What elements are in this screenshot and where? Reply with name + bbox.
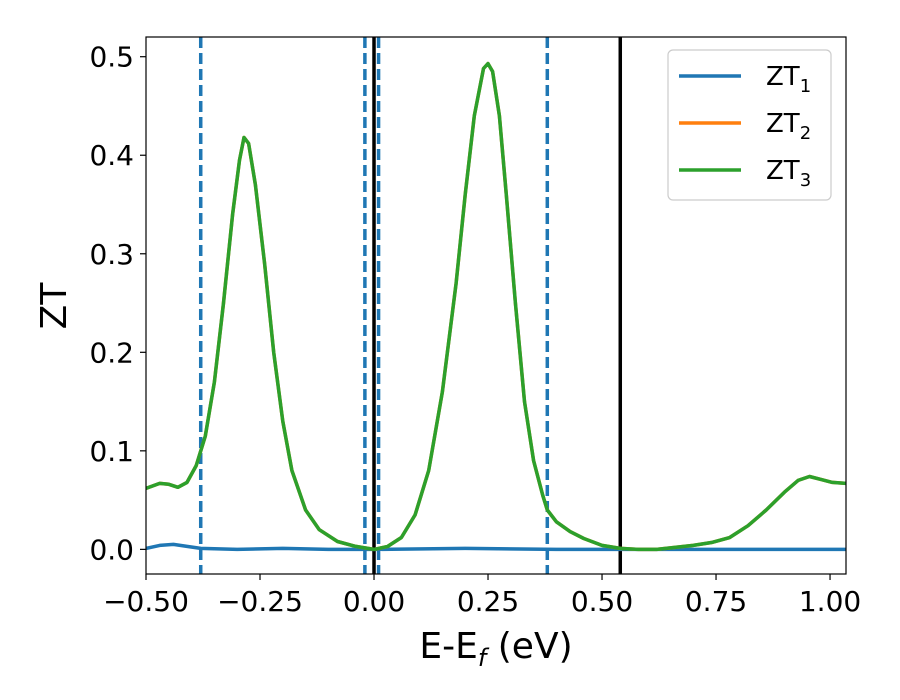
x-tick-label: 0.75 <box>685 585 747 618</box>
x-tick-label: 0.25 <box>457 585 519 618</box>
x-axis-label-main: E-E <box>419 626 477 667</box>
legend-box <box>667 49 832 201</box>
legend-label-zt3: ZT3 <box>766 156 811 191</box>
x-tick-label: −0.50 <box>103 585 189 618</box>
x-tick-label: −0.25 <box>217 585 303 618</box>
x-axis-label-unit: (eV) <box>486 626 572 667</box>
legend-label-zt2: ZT2 <box>766 109 811 144</box>
legend: ZT1 ZT2 ZT3 <box>667 49 832 201</box>
series-line-zt3 <box>146 61 846 552</box>
y-axis-ticks: 0.0 0.1 0.2 0.3 0.4 0.5 <box>89 41 146 566</box>
series-layer <box>146 61 846 552</box>
y-tick-label: 0.5 <box>89 41 134 74</box>
y-tick-label: 0.0 <box>89 533 134 566</box>
y-axis-label: ZT <box>34 282 75 330</box>
legend-label-zt1: ZT1 <box>766 62 811 97</box>
x-axis-label: E-Ef (eV) <box>419 626 572 672</box>
x-tick-label: 1.00 <box>799 585 861 618</box>
y-tick-label: 0.4 <box>89 139 134 172</box>
y-tick-label: 0.3 <box>89 238 134 271</box>
plot-frame <box>145 36 847 575</box>
y-tick-label: 0.1 <box>89 435 134 468</box>
series-line-zt1 <box>146 542 846 552</box>
reference-lines <box>198 37 623 574</box>
y-tick-label: 0.2 <box>89 336 134 369</box>
x-tick-label: 0.50 <box>571 585 633 618</box>
x-tick-label: 0.00 <box>343 585 405 618</box>
x-axis-ticks: −0.50 −0.25 0.00 0.25 0.50 0.75 1.00 <box>103 574 861 618</box>
